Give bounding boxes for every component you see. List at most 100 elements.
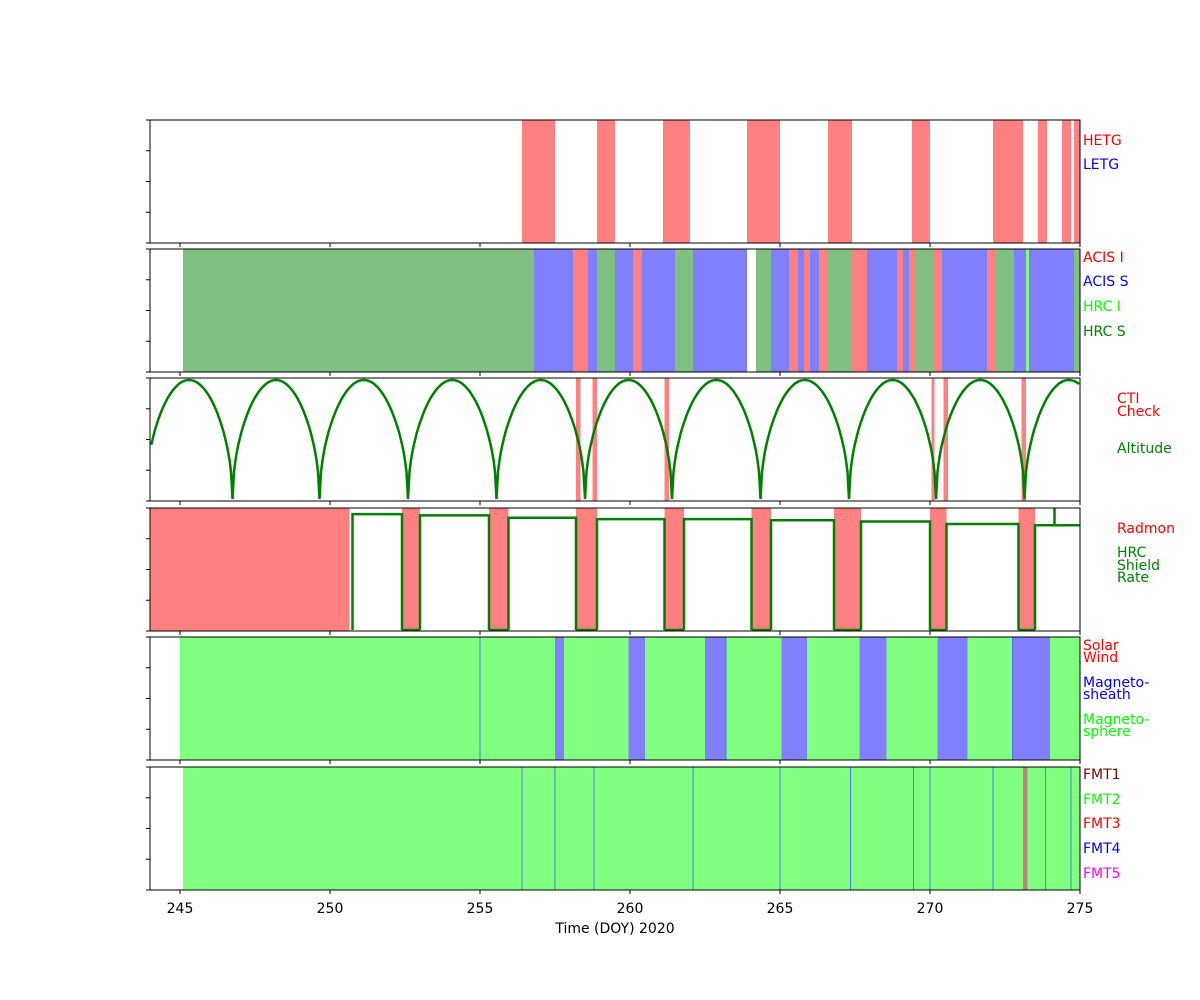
band-instruments-9 [693, 249, 747, 372]
legend-environment-1: Wind [1083, 650, 1118, 666]
band-environment-12 [967, 637, 1013, 760]
legend-altitude-1: Check [1117, 404, 1161, 420]
band-instruments-19 [867, 249, 897, 372]
band-instruments-16 [819, 249, 828, 372]
band-radmon-2 [489, 508, 509, 631]
band-format-0 [183, 767, 1080, 890]
legend-format-1: FMT2 [1083, 792, 1121, 808]
band-instruments-8 [675, 249, 693, 372]
band-instruments-2 [573, 249, 588, 372]
band-instruments-17 [828, 249, 852, 372]
band-gratings-0 [522, 120, 555, 243]
band-altitude-1 [592, 378, 597, 501]
legend-altitude-0: CTI [1117, 391, 1139, 407]
band-gratings-2 [663, 120, 690, 243]
band-instruments-15 [810, 249, 819, 372]
band-environment-9 [859, 637, 887, 760]
legend-altitude-2: Altitude [1117, 441, 1172, 457]
band-gratings-3 [747, 120, 780, 243]
legend-format-0: FMT1 [1083, 767, 1121, 783]
band-environment-2 [564, 637, 629, 760]
band-environment-1 [555, 637, 564, 760]
band-instruments-1 [534, 249, 573, 372]
band-gratings-5 [912, 120, 930, 243]
legend-format-2: FMT3 [1083, 816, 1121, 832]
band-radmon-0 [150, 508, 350, 631]
legend-format-3: FMT4 [1083, 841, 1121, 857]
band-instruments-30 [1029, 249, 1074, 372]
band-instruments-29 [1026, 249, 1029, 372]
band-environment-0 [180, 637, 555, 760]
band-radmon-8 [1018, 508, 1035, 631]
band-environment-10 [886, 637, 938, 760]
x-tick-label-4: 265 [767, 901, 794, 917]
band-environment-7 [781, 637, 807, 760]
band-gratings-9 [1074, 120, 1080, 243]
band-instruments-28 [1014, 249, 1026, 372]
legend-environment-4: Magneto- [1083, 712, 1149, 728]
legend-instruments-1: ACIS S [1083, 274, 1129, 290]
band-altitude-5 [1021, 378, 1026, 501]
band-instruments-23 [915, 249, 933, 372]
band-altitude-4 [943, 378, 948, 501]
legend-radmon-3: Rate [1117, 570, 1149, 586]
legend-environment-2: Magneto- [1083, 675, 1149, 691]
band-radmon-7 [930, 508, 947, 631]
band-instruments-10 [756, 249, 771, 372]
legend-environment-0: Solar [1083, 638, 1119, 654]
band-gratings-6 [993, 120, 1023, 243]
legend-instruments-0: ACIS I [1083, 250, 1124, 266]
band-gratings-8 [1062, 120, 1071, 243]
legend-instruments-3: HRC S [1083, 324, 1126, 340]
band-instruments-26 [987, 249, 996, 372]
band-instruments-24 [933, 249, 942, 372]
band-instruments-13 [798, 249, 804, 372]
band-altitude-3 [931, 378, 935, 501]
x-tick-label-3: 260 [617, 901, 644, 917]
band-environment-13 [1012, 637, 1050, 760]
altitude-curve [150, 378, 1080, 500]
band-gratings-7 [1038, 120, 1047, 243]
band-instruments-27 [996, 249, 1014, 372]
legend-instruments-2: HRC I [1083, 299, 1121, 315]
panel-format: FMT1 FMT2 FMT3 FMT4 FMT5 [146, 766, 1121, 894]
band-environment-8 [807, 637, 860, 760]
band-instruments-20 [897, 249, 903, 372]
band-instruments-12 [789, 249, 798, 372]
band-radmon-3 [576, 508, 597, 631]
band-environment-5 [705, 637, 726, 760]
legend-radmon-2: Shield [1117, 558, 1160, 574]
legend-gratings-0: HETG [1083, 133, 1122, 149]
x-tick-label-2: 255 [467, 901, 494, 917]
band-instruments-14 [804, 249, 810, 372]
band-gratings-1 [597, 120, 615, 243]
band-environment-6 [726, 637, 782, 760]
legend-radmon-0: Radmon [1117, 521, 1175, 537]
band-altitude-2 [664, 378, 669, 501]
hrc-shield-rate-line [351, 512, 1080, 632]
band-instruments-4 [597, 249, 615, 372]
band-instruments-11 [771, 249, 789, 372]
x-axis-label: Time (DOY) 2020 [554, 921, 674, 937]
band-radmon-6 [834, 508, 861, 631]
band-environment-14 [1050, 637, 1080, 760]
legend-environment-3: sheath [1083, 687, 1131, 703]
legend-environment-5: sphere [1083, 724, 1131, 740]
x-tick-label-1: 250 [317, 901, 344, 917]
band-instruments-3 [588, 249, 597, 372]
legend-radmon-1: HRC [1117, 545, 1147, 561]
x-tick-label-5: 270 [917, 901, 944, 917]
x-axis: 245 250 255 260 265 270 275 [167, 901, 1094, 917]
band-instruments-21 [903, 249, 909, 372]
band-instruments-18 [852, 249, 867, 372]
band-instruments-25 [942, 249, 987, 372]
band-instruments-31 [1074, 249, 1080, 372]
band-instruments-6 [633, 249, 642, 372]
panel-instruments: ACIS I ACIS S HRC I HRC S [146, 248, 1129, 376]
x-tick-label-6: 275 [1067, 901, 1094, 917]
